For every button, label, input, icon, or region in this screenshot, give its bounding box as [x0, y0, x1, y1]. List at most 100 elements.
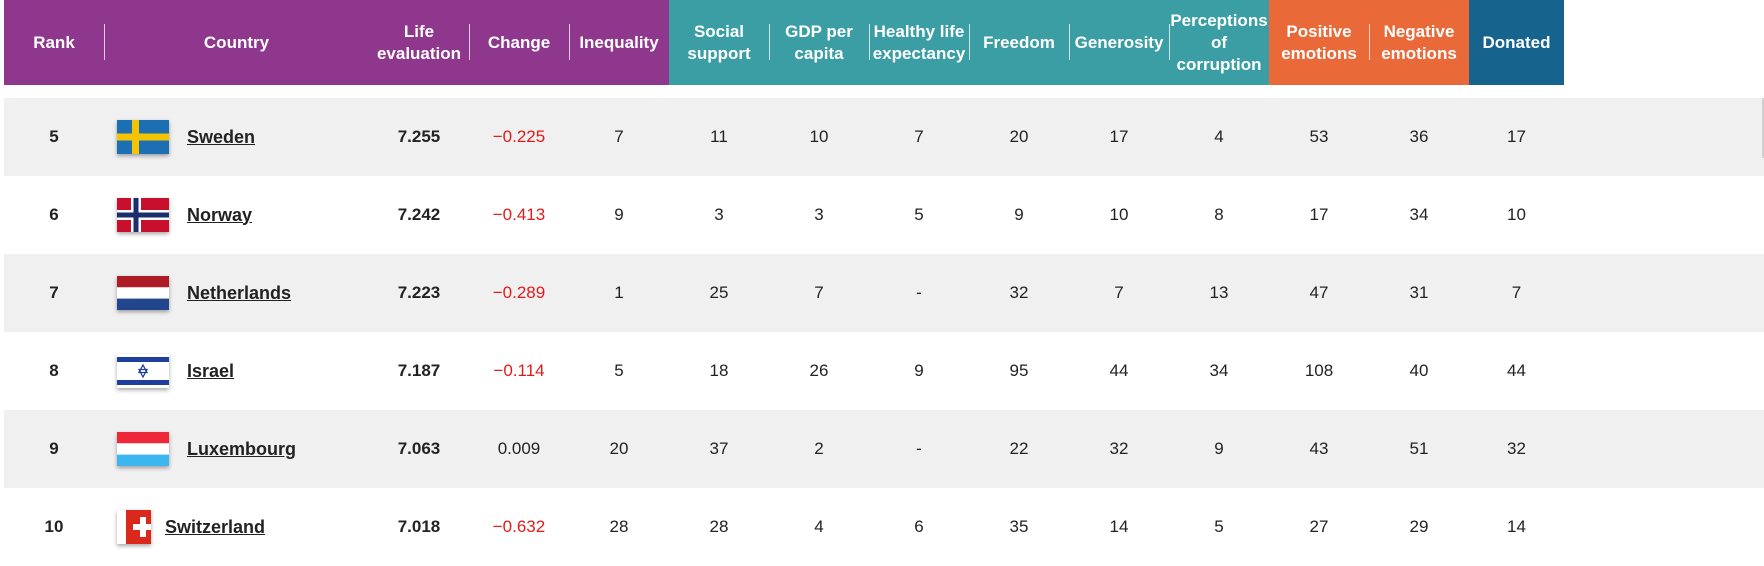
donated-value: 14: [1507, 517, 1526, 536]
cell-life: 7.187: [369, 332, 469, 410]
cell-positive: 53: [1269, 98, 1369, 176]
cell-donated: 44: [1469, 332, 1564, 410]
inequality-value: 1: [614, 283, 624, 302]
generosity-value: 44: [1109, 361, 1129, 380]
change-value: 0.009: [497, 439, 541, 458]
country-link[interactable]: Netherlands: [187, 282, 292, 303]
table-row: 5 Sweden 7.255 −0.225 7 11 10 7 20 17 4 53 36 17: [4, 98, 1764, 176]
cell-negative: 51: [1369, 410, 1469, 488]
cell-generosity: 44: [1069, 332, 1169, 410]
cell-change: −0.289: [469, 254, 569, 332]
life-value: 7.242: [397, 205, 441, 224]
cell-country: Norway: [104, 176, 369, 254]
cell-social: 28: [669, 488, 769, 566]
negative-value: 31: [1409, 283, 1429, 302]
norway-flag-icon: [117, 198, 169, 232]
inequality-value: 7: [614, 127, 624, 146]
cell-negative: 34: [1369, 176, 1469, 254]
header-country[interactable]: Country: [104, 0, 369, 85]
cell-rank: 9: [4, 410, 104, 488]
rank-value: 6: [49, 205, 59, 224]
rank-value: 10: [44, 517, 64, 536]
gdp-value: 2: [814, 439, 824, 458]
generosity-value: 14: [1109, 517, 1129, 536]
cell-generosity: 17: [1069, 98, 1169, 176]
social-value: 37: [709, 439, 729, 458]
cell-freedom: 22: [969, 410, 1069, 488]
luxembourg-flag-icon: [117, 432, 169, 466]
country-link[interactable]: Luxembourg: [187, 438, 297, 459]
header-gdp[interactable]: GDP per capita: [769, 0, 869, 85]
positive-value: 108: [1304, 361, 1334, 380]
header-freedom[interactable]: Freedom: [969, 0, 1069, 85]
generosity-value: 17: [1109, 127, 1129, 146]
donated-value: 32: [1507, 439, 1526, 458]
social-value: 25: [709, 283, 729, 302]
header-inequality[interactable]: Inequality: [569, 0, 669, 85]
health-value: 6: [914, 517, 924, 536]
corruption-value: 34: [1209, 361, 1229, 380]
cell-change: −0.632: [469, 488, 569, 566]
table-body: 5 Sweden 7.255 −0.225 7 11 10 7 20 17 4 53 36 17 6 Norw…: [4, 98, 1764, 566]
health-value: 9: [914, 361, 924, 380]
table-row: 7 Netherlands 7.223 −0.289 1 25 7 - 32 7 13 47 31 7: [4, 254, 1764, 332]
cell-life: 7.018: [369, 488, 469, 566]
header-health[interactable]: Healthy life expectancy: [869, 0, 969, 85]
cell-rank: 6: [4, 176, 104, 254]
corruption-value: 5: [1214, 517, 1224, 536]
cell-social: 37: [669, 410, 769, 488]
cell-gdp: 4: [769, 488, 869, 566]
positive-value: 17: [1309, 205, 1329, 224]
cell-country: Sweden: [104, 98, 369, 176]
cell-negative: 40: [1369, 332, 1469, 410]
header-negative[interactable]: Negative emotions: [1369, 0, 1469, 85]
cell-negative: 29: [1369, 488, 1469, 566]
cell-inequality: 5: [569, 332, 669, 410]
switzerland-flag-icon: [117, 510, 151, 544]
cell-change: −0.413: [469, 176, 569, 254]
cell-life: 7.063: [369, 410, 469, 488]
header-life[interactable]: Life evaluation: [369, 0, 469, 85]
cell-rank: 8: [4, 332, 104, 410]
life-value: 7.018: [397, 517, 441, 536]
header-change[interactable]: Change: [469, 0, 569, 85]
inequality-value: 28: [609, 517, 629, 536]
positive-value: 27: [1309, 517, 1329, 536]
cell-country: Israel: [104, 332, 369, 410]
corruption-value: 4: [1214, 127, 1224, 146]
generosity-value: 32: [1109, 439, 1129, 458]
cell-country: Switzerland: [104, 488, 369, 566]
cell-donated: 32: [1469, 410, 1564, 488]
cell-rank: 10: [4, 488, 104, 566]
country-link[interactable]: Switzerland: [165, 516, 266, 537]
negative-value: 29: [1409, 517, 1429, 536]
country-link[interactable]: Norway: [187, 204, 253, 225]
header-positive[interactable]: Positive emotions: [1269, 0, 1369, 85]
cell-corruption: 5: [1169, 488, 1269, 566]
generosity-value: 7: [1114, 283, 1124, 302]
freedom-value: 35: [1009, 517, 1029, 536]
cell-change: 0.009: [469, 410, 569, 488]
inequality-value: 5: [614, 361, 624, 380]
header-generosity[interactable]: Generosity: [1069, 0, 1169, 85]
header-rank[interactable]: Rank: [4, 0, 104, 85]
cell-donated: 14: [1469, 488, 1564, 566]
health-value: -: [916, 283, 922, 302]
cell-life: 7.223: [369, 254, 469, 332]
cell-generosity: 10: [1069, 176, 1169, 254]
header-social[interactable]: Social support: [669, 0, 769, 85]
header-corruption[interactable]: Perceptions of corruption: [1169, 0, 1269, 85]
cell-positive: 47: [1269, 254, 1369, 332]
cell-negative: 31: [1369, 254, 1469, 332]
cell-rank: 7: [4, 254, 104, 332]
country-link[interactable]: Sweden: [187, 126, 256, 147]
scrollbar[interactable]: [1762, 98, 1764, 158]
cell-negative: 36: [1369, 98, 1469, 176]
country-link[interactable]: Israel: [187, 360, 235, 381]
social-value: 3: [714, 205, 724, 224]
donated-value: 7: [1511, 283, 1522, 302]
cell-social: 11: [669, 98, 769, 176]
cell-inequality: 20: [569, 410, 669, 488]
header-donated[interactable]: Donated: [1469, 0, 1564, 85]
social-value: 28: [709, 517, 729, 536]
